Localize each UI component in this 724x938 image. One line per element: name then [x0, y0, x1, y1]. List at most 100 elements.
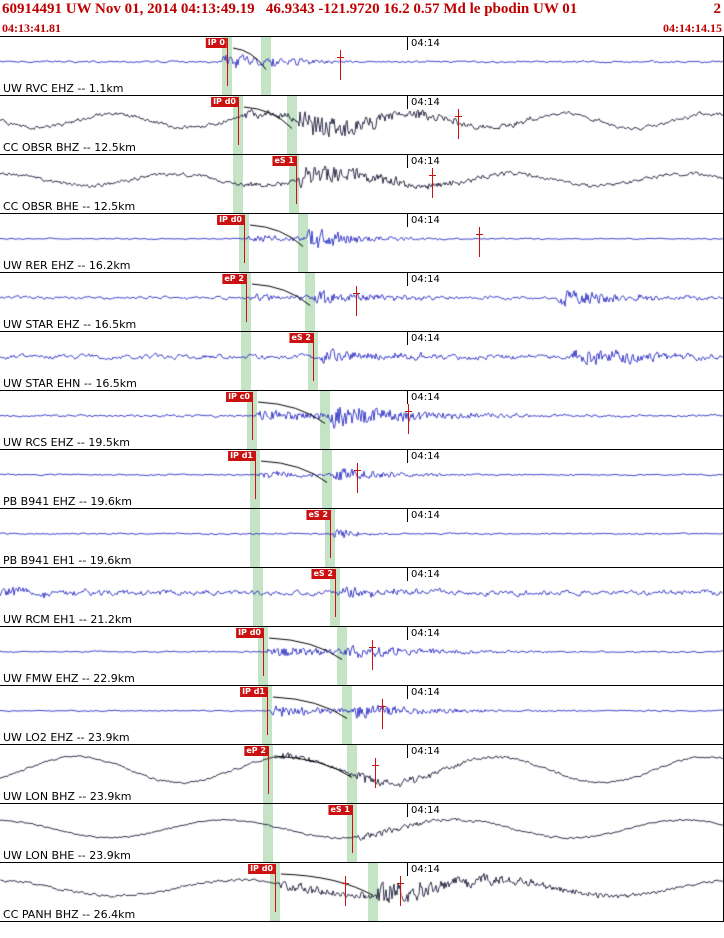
phase-pick-label[interactable]: eP 2 — [222, 274, 246, 284]
minute-label: 04:14 — [411, 215, 440, 226]
minute-label: 04:14 — [411, 510, 440, 521]
waveform-canvas[interactable] — [0, 155, 723, 213]
waveform-canvas[interactable] — [0, 214, 723, 272]
station-label: UW LO2 EHZ -- 23.9km — [3, 731, 130, 744]
phase-pick-line[interactable] — [335, 569, 336, 617]
waveform-canvas[interactable] — [0, 96, 723, 154]
phase-pick-line[interactable] — [313, 333, 314, 381]
trace-row: 04:14 IP d1 PB B941 EHZ -- 19.6km — [0, 450, 723, 509]
amplitude-pick-marker[interactable] — [405, 404, 412, 434]
minute-tick — [407, 155, 408, 168]
phase-pick-line[interactable] — [275, 864, 276, 912]
phase-pick-line[interactable] — [267, 687, 268, 735]
phase-pick-line[interactable] — [330, 510, 331, 558]
waveform-canvas[interactable] — [0, 863, 723, 921]
minute-label: 04:14 — [411, 451, 440, 462]
amplitude-pick-marker[interactable] — [455, 109, 462, 139]
waveform-canvas[interactable] — [0, 686, 723, 744]
minute-tick — [407, 273, 408, 286]
minute-tick — [407, 332, 408, 345]
minute-label: 04:14 — [411, 687, 440, 698]
phase-pick-line[interactable] — [268, 746, 269, 794]
phase-pick-label[interactable]: eS 1 — [328, 805, 352, 815]
minute-tick — [407, 214, 408, 227]
amplitude-pick-marker[interactable] — [369, 640, 376, 670]
waveform-canvas[interactable] — [0, 804, 723, 862]
phase-pick-label[interactable]: IP d0 — [211, 97, 238, 107]
phase-pick-line[interactable] — [352, 805, 353, 853]
waveform-canvas[interactable] — [0, 568, 723, 626]
amplitude-pick-marker[interactable] — [379, 699, 386, 729]
trace-row: 04:14 IP d0 UW RER EHZ -- 16.2km — [0, 214, 723, 273]
waveform-canvas[interactable] — [0, 745, 723, 803]
minute-label: 04:14 — [411, 628, 440, 639]
window-end-time: 04:14:14.15 — [663, 21, 722, 35]
minute-label: 04:14 — [411, 746, 440, 757]
waveform-canvas[interactable] — [0, 450, 723, 508]
trace-row: 04:14 IP 0 UW RVC EHZ -- 1.1km — [0, 37, 723, 96]
amplitude-pick-marker[interactable] — [476, 227, 483, 257]
phase-pick-label[interactable]: eP 2 — [244, 746, 268, 756]
waveform-canvas[interactable] — [0, 37, 723, 95]
waveform-canvas[interactable] — [0, 391, 723, 449]
phase-pick-label[interactable]: IP d0 — [236, 628, 263, 638]
trace-row: 04:14 eS 2 UW RCM EH1 -- 21.2km — [0, 568, 723, 627]
trace-row: 04:14 IP d0 CC PANH BHZ -- 26.4km — [0, 863, 723, 922]
amplitude-pick-marker[interactable] — [342, 876, 349, 906]
minute-label: 04:14 — [411, 805, 440, 816]
minute-label: 04:14 — [411, 97, 440, 108]
amplitude-pick-marker[interactable] — [397, 876, 404, 906]
minute-label: 04:14 — [411, 38, 440, 49]
phase-pick-label[interactable]: eS 2 — [306, 510, 330, 520]
minute-label: 04:14 — [411, 392, 440, 403]
minute-tick — [407, 391, 408, 404]
phase-pick-line[interactable] — [238, 97, 239, 145]
station-label: UW RVC EHZ -- 1.1km — [3, 82, 124, 95]
phase-pick-label[interactable]: eS 2 — [311, 569, 335, 579]
phase-pick-line[interactable] — [296, 156, 297, 204]
station-label: PB B941 EH1 -- 19.6km — [3, 554, 132, 567]
waveform-canvas[interactable] — [0, 332, 723, 390]
waveform-canvas[interactable] — [0, 627, 723, 685]
station-label: UW STAR EHZ -- 16.5km — [3, 318, 137, 331]
waveform-canvas[interactable] — [0, 273, 723, 331]
phase-pick-line[interactable] — [227, 38, 228, 86]
trace-row: 04:14 eS 1 CC OBSR BHE -- 12.5km — [0, 155, 723, 214]
station-label: UW LON BHZ -- 23.9km — [3, 790, 132, 803]
minute-label: 04:14 — [411, 864, 440, 875]
minute-tick — [407, 627, 408, 640]
station-label: UW RER EHZ -- 16.2km — [3, 259, 131, 272]
station-label: UW RCS EHZ -- 19.5km — [3, 436, 130, 449]
minute-label: 04:14 — [411, 569, 440, 580]
amplitude-pick-marker[interactable] — [429, 168, 436, 198]
station-label: UW FMW EHZ -- 22.9km — [3, 672, 135, 685]
minute-tick — [407, 745, 408, 758]
amplitude-pick-marker[interactable] — [354, 463, 361, 493]
minute-tick — [407, 37, 408, 50]
phase-pick-label[interactable]: eS 1 — [272, 156, 296, 166]
phase-pick-line[interactable] — [244, 215, 245, 263]
trace-row: 04:14 IP d0 UW FMW EHZ -- 22.9km — [0, 627, 723, 686]
phase-pick-line[interactable] — [246, 274, 247, 322]
minute-label: 04:14 — [411, 333, 440, 344]
phase-pick-line[interactable] — [263, 628, 264, 676]
phase-pick-label[interactable]: IP c0 — [226, 392, 252, 402]
phase-pick-label[interactable]: IP d0 — [217, 215, 244, 225]
phase-pick-label[interactable]: eS 2 — [289, 333, 313, 343]
phase-pick-line[interactable] — [252, 392, 253, 440]
trace-list: 04:14 IP 0 UW RVC EHZ -- 1.1km 04:14 IP d0 CC… — [0, 36, 724, 922]
time-range-bar: 04:13:41.81 04:14:14.15 — [0, 21, 724, 36]
phase-pick-line[interactable] — [255, 451, 256, 499]
phase-pick-label[interactable]: IP d1 — [228, 451, 255, 461]
trace-row: 04:14 IP c0 UW RCS EHZ -- 19.5km — [0, 391, 723, 450]
waveform-canvas[interactable] — [0, 509, 723, 567]
minute-tick — [407, 686, 408, 699]
amplitude-pick-marker[interactable] — [353, 286, 360, 316]
phase-pick-label[interactable]: IP d1 — [240, 687, 267, 697]
amplitude-pick-marker[interactable] — [337, 50, 344, 80]
amplitude-pick-marker[interactable] — [372, 758, 379, 788]
phase-pick-label[interactable]: IP d0 — [248, 864, 275, 874]
minute-tick — [407, 863, 408, 876]
phase-pick-label[interactable]: IP 0 — [205, 38, 227, 48]
